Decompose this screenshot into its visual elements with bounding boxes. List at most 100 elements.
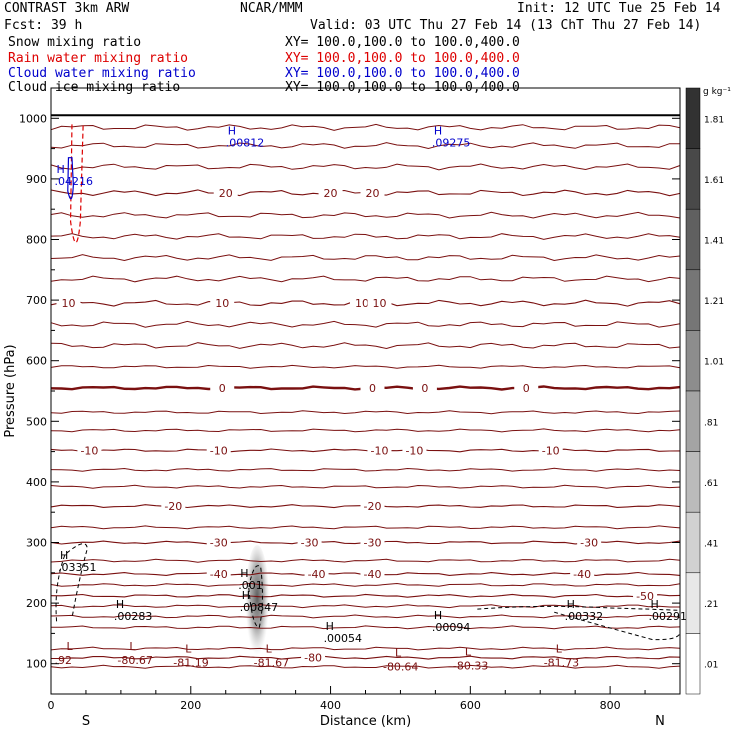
isotherm-label: -10 bbox=[210, 444, 228, 457]
low-value: -81.73 bbox=[544, 657, 579, 670]
isotherm-label-bg bbox=[56, 297, 81, 311]
valid-time: Valid: 03 UTC Thu 27 Feb 14 (13 ChT Thu … bbox=[310, 18, 702, 33]
isotherm-line bbox=[50, 254, 681, 262]
low-marker: L-81.67 bbox=[254, 643, 289, 670]
high-marker: H.00847 bbox=[240, 589, 279, 614]
high-value: .00094 bbox=[432, 621, 471, 634]
high-symbol: H bbox=[651, 598, 659, 611]
isotherm-line bbox=[50, 123, 681, 131]
isotherm-line bbox=[50, 614, 681, 619]
y-tick-label: 200 bbox=[26, 597, 47, 610]
high-value: .00054 bbox=[324, 632, 363, 645]
high-marker: H.09275 bbox=[432, 125, 471, 150]
north-end-label: N bbox=[655, 714, 665, 729]
colorbar-label: 1.41 bbox=[704, 237, 724, 247]
colorbar-segment bbox=[685, 633, 701, 695]
colorbar-label: 1.01 bbox=[704, 358, 724, 368]
high-symbol: H bbox=[242, 589, 250, 602]
isotherm-label-bg bbox=[402, 444, 427, 458]
low-value: .92 bbox=[54, 654, 72, 667]
isotherm-label: 10 bbox=[355, 297, 369, 310]
isotherm-label: -50 bbox=[636, 590, 654, 603]
y-tick-label: 1000 bbox=[19, 112, 47, 125]
high-marker: H.001 bbox=[238, 567, 263, 592]
isotherm-label-bg bbox=[360, 568, 385, 582]
high-marker: H.00291 bbox=[649, 598, 688, 623]
isotherm-label-bg bbox=[360, 536, 385, 550]
isotherm-label: -30 bbox=[301, 537, 319, 550]
isotherm-label-bg bbox=[318, 186, 343, 200]
isotherm-label: 20 bbox=[219, 187, 233, 200]
isotherm-label-bg bbox=[577, 536, 602, 550]
isotherm-line bbox=[50, 558, 681, 563]
cloud-ice-contour-lower bbox=[477, 605, 681, 611]
isotherm-label: -20 bbox=[364, 500, 382, 513]
low-marker: L-81.73 bbox=[544, 643, 579, 670]
low-marker: L-80.67 bbox=[117, 640, 152, 667]
colorbar-label: 1.21 bbox=[704, 297, 724, 307]
isotherm-label-bg bbox=[77, 444, 102, 458]
isotherm-label: -30 bbox=[364, 537, 382, 550]
chart-header: CONTRAST 3km ARW NCAR/MMM Init: 12 UTC T… bbox=[0, 0, 740, 100]
isotherm-label-bg bbox=[360, 500, 385, 514]
dashed-contours bbox=[55, 124, 681, 641]
colorbar-label: .81 bbox=[704, 418, 718, 428]
colorbar-unit: g kg⁻¹ bbox=[703, 87, 731, 97]
y-tick-label: 700 bbox=[26, 294, 47, 307]
field-rain-name: Rain water mixing ratio bbox=[8, 51, 189, 66]
field-rain-xy: XY= 100.0,100.0 to 100.0,400.0 bbox=[285, 51, 520, 66]
high-value: .00332 bbox=[565, 610, 604, 623]
isotherm-line bbox=[50, 320, 681, 328]
high-marker: H.00812 bbox=[226, 125, 265, 150]
isotherm-label-bg bbox=[367, 444, 392, 458]
field-cloudwater-xy: XY= 100.0,100.0 to 100.0,400.0 bbox=[285, 66, 520, 81]
isotherm-label: -30 bbox=[580, 537, 598, 550]
x-tick-label: 800 bbox=[600, 699, 621, 712]
low-value: -80.33 bbox=[453, 660, 488, 673]
high-value: .00291 bbox=[649, 610, 688, 623]
high-value: .00847 bbox=[240, 601, 279, 614]
colorbar-segment bbox=[685, 390, 701, 452]
high-marker: H.00332 bbox=[565, 598, 604, 623]
isotherm-label: -10 bbox=[80, 444, 98, 457]
colorbar: 1.81 1.61 1.41 1.21 1.01 .81 .61 .41 .21 .01 bbox=[685, 87, 724, 695]
high-symbol: H bbox=[434, 609, 442, 622]
low-value: -81.67 bbox=[254, 657, 289, 670]
colorbar-segment bbox=[685, 87, 701, 149]
low-value: -80.67 bbox=[117, 654, 152, 667]
low-symbol: L bbox=[66, 640, 73, 653]
low-symbol: L bbox=[266, 643, 273, 656]
y-tick-label: 400 bbox=[26, 476, 47, 489]
x-tick-label: 0 bbox=[48, 699, 55, 712]
colorbar-segment bbox=[685, 511, 701, 574]
high-marker: H.00054 bbox=[324, 620, 363, 645]
isotherm-label-bg bbox=[360, 381, 385, 395]
y-axis-label: Pressure (hPa) bbox=[3, 344, 18, 437]
isotherm-label-bg bbox=[538, 444, 563, 458]
isotherm-line bbox=[50, 625, 681, 630]
low-marker: L-80.33 bbox=[453, 646, 488, 673]
isotherm-label: -40 bbox=[210, 568, 228, 581]
high-symbol: H bbox=[228, 125, 236, 138]
high-value: .00812 bbox=[226, 137, 265, 150]
colorbar-label: .01 bbox=[704, 661, 718, 671]
rain-water-contour bbox=[69, 124, 84, 244]
colorbar-segment bbox=[685, 208, 701, 271]
isotherm-label-bg bbox=[514, 381, 539, 395]
isotherm-line bbox=[50, 342, 681, 350]
isotherm-line bbox=[51, 655, 681, 660]
high-value: .001 bbox=[238, 579, 263, 592]
colorbar-label: .41 bbox=[704, 540, 718, 550]
isotherm-label: -30 bbox=[210, 537, 228, 550]
isotherm-label-bg bbox=[301, 651, 326, 665]
isotherm-label: -10 bbox=[542, 444, 560, 457]
low-symbol: L bbox=[465, 646, 472, 659]
field-cloudwater-name: Cloud water mixing ratio bbox=[8, 66, 196, 81]
colorbar-segment bbox=[685, 451, 701, 513]
low-symbol: L bbox=[185, 643, 192, 656]
isotherm-line bbox=[50, 233, 681, 240]
isotherm-label-bg bbox=[206, 568, 231, 582]
low-marker: L-80.64 bbox=[383, 646, 418, 673]
colorbar-segment bbox=[685, 572, 701, 634]
